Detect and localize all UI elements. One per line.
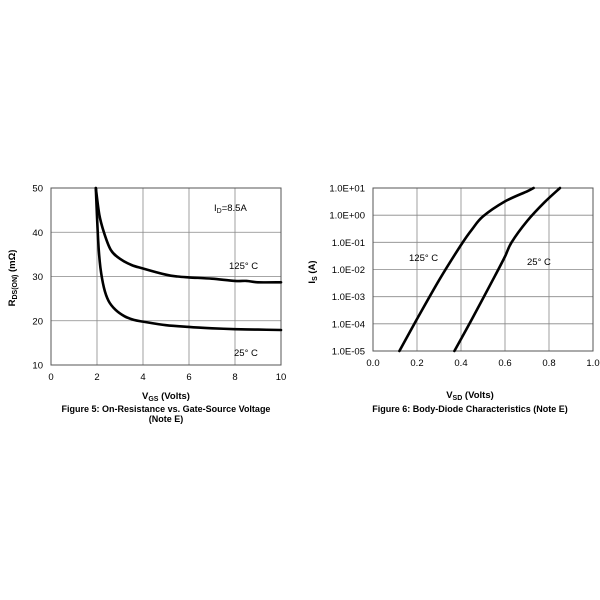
f6-x-tick-label: 0.6 xyxy=(498,358,511,369)
f5-x-tick-label: 2 xyxy=(94,372,99,383)
f6-y-tick-label: 1.0E-02 xyxy=(332,265,365,276)
figure6-caption: Figure 6: Body-Diode Characteristics (No… xyxy=(372,404,568,414)
f6-y-tick-label: 1.0E-01 xyxy=(332,238,365,249)
f5-x-tick-label: 4 xyxy=(140,372,145,383)
f6-x-tick-label: 1.0 xyxy=(586,358,599,369)
f6-y-tick-label: 1.0E+00 xyxy=(329,211,365,222)
figure6-series-label-25c: 25° C xyxy=(527,257,551,268)
figure5-plot-area xyxy=(50,187,282,366)
f5-x-tick-label: 8 xyxy=(232,372,237,383)
figure5-caption-note: (Note E) xyxy=(149,414,184,424)
figure5-x-ticks: 0 2 4 6 8 10 xyxy=(48,372,286,383)
f5-x-tick-label: 0 xyxy=(48,372,53,383)
f5-x-tick-label: 6 xyxy=(186,372,191,383)
figure6-y-axis-label: IS (A) xyxy=(307,260,319,283)
figure6-grid xyxy=(372,187,594,352)
figure6-plot-area xyxy=(372,187,594,352)
f6-x-tick-label: 0.4 xyxy=(454,358,467,369)
f6-x-tick-label: 0.0 xyxy=(366,358,379,369)
f5-series-line-125c xyxy=(94,186,283,284)
figure6-chart: 1.0E-05 1.0E-04 1.0E-03 1.0E-02 1.0E-01 1.0E+… xyxy=(307,184,600,415)
f6-y-tick-label: 1.0E+01 xyxy=(329,184,365,195)
figure5-caption: Figure 5: On-Resistance vs. Gate-Source … xyxy=(62,404,271,414)
figure5-x-axis-label: VGS (Volts) xyxy=(142,391,190,403)
figure5-y-ticks: 10 20 30 40 50 xyxy=(32,184,43,372)
figure5-curves xyxy=(94,186,283,332)
f6-series-line-25c xyxy=(453,186,562,353)
f6-x-tick-label: 0.2 xyxy=(410,358,423,369)
f5-y-tick-label: 30 xyxy=(32,272,43,283)
f5-y-tick-label: 40 xyxy=(32,228,43,239)
f6-y-tick-label: 1.0E-05 xyxy=(332,347,365,358)
figure5-series-label-125c: 125° C xyxy=(229,261,258,272)
figure5-series-label-25c: 25° C xyxy=(234,348,258,359)
figure6-x-ticks: 0.0 0.2 0.4 0.6 0.8 1.0 xyxy=(366,358,599,369)
f5-y-tick-label: 10 xyxy=(32,361,43,372)
f6-series-line-125c xyxy=(398,186,535,353)
figure5-condition-label: ID=8.5A xyxy=(214,203,247,215)
figure6-series-label-125c: 125° C xyxy=(409,253,438,264)
figure6-x-axis-label: VSD (Volts) xyxy=(446,390,494,402)
figure6-curves xyxy=(398,186,562,353)
figure5-grid xyxy=(50,187,282,366)
f5-series-line-25c xyxy=(94,186,283,332)
f5-y-tick-label: 20 xyxy=(32,316,43,327)
f6-x-tick-label: 0.8 xyxy=(542,358,555,369)
f6-y-tick-label: 1.0E-04 xyxy=(332,319,365,330)
figure5-y-axis-label: RDS(ON) (mΩ) xyxy=(7,250,19,307)
f6-y-tick-label: 1.0E-03 xyxy=(332,292,365,303)
f5-x-tick-label: 10 xyxy=(276,372,287,383)
figure6-y-ticks: 1.0E-05 1.0E-04 1.0E-03 1.0E-02 1.0E-01 1.0E+… xyxy=(329,184,365,358)
f5-y-tick-label: 50 xyxy=(32,184,43,195)
